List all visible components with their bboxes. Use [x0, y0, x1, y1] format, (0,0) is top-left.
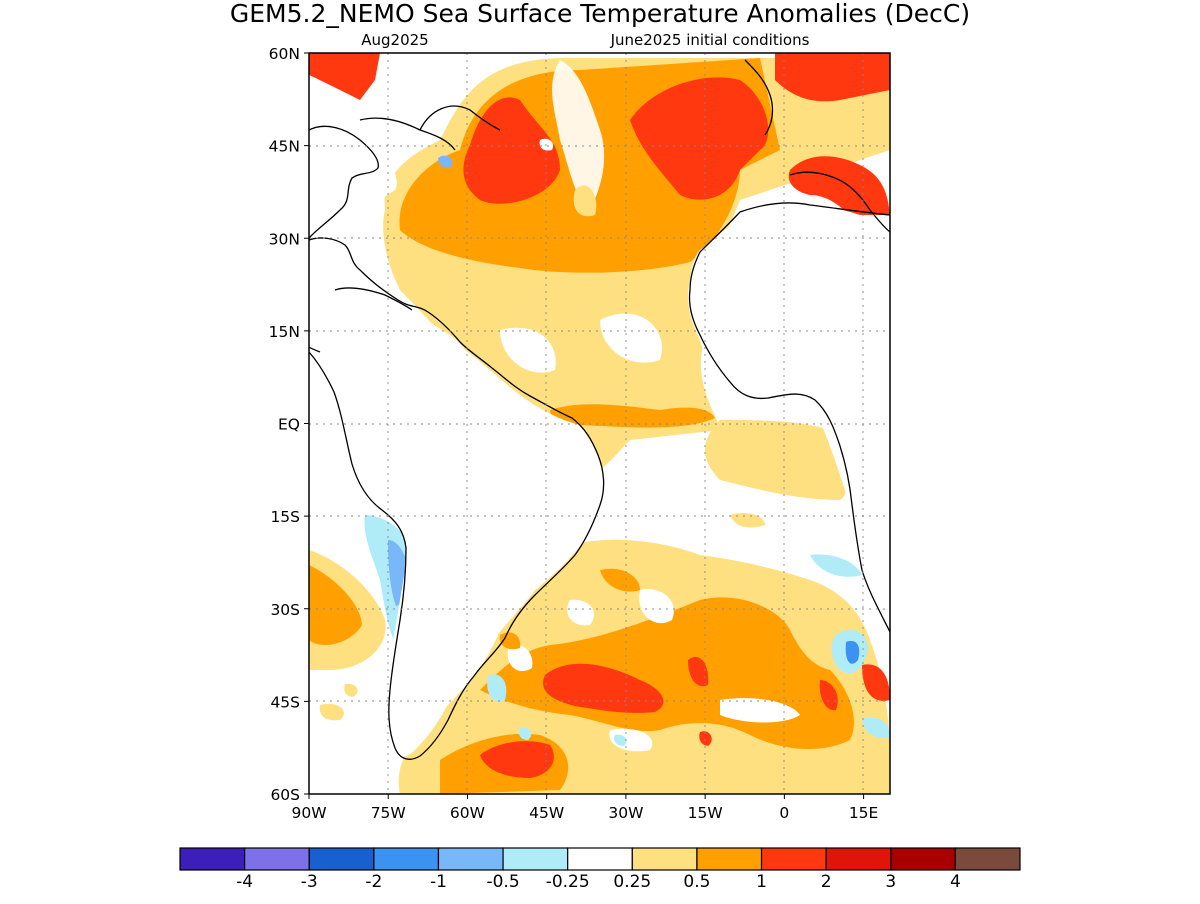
- lat-tick-label: 30S: [270, 601, 300, 619]
- colorbar-label: -4: [236, 872, 253, 892]
- colorbar-label: -0.25: [546, 872, 590, 892]
- lon-tick-label: 60W: [450, 804, 485, 822]
- lon-tick-label: 15W: [688, 804, 723, 822]
- lat-tick-label: EQ: [278, 416, 300, 434]
- colorbar-label: -0.5: [486, 872, 519, 892]
- lon-tick-label: 15E: [849, 804, 879, 822]
- nw-europe-anomaly: [775, 53, 890, 102]
- sst-anomaly-field: [309, 53, 890, 794]
- lat-tick-label: 60N: [269, 45, 300, 63]
- colorbar-label: 3: [885, 872, 896, 892]
- colorbar-swatch: [244, 847, 310, 871]
- lat-tick-label: 45S: [270, 693, 300, 711]
- colorbar-swatch: [760, 847, 827, 871]
- colorbar-label: -3: [301, 872, 318, 892]
- longitude-axis: 90W 75W 60W 45W 30W 15W 0 15E: [291, 794, 878, 822]
- lon-tick-label: 45W: [529, 804, 564, 822]
- colorbar-label: 1: [756, 872, 767, 892]
- colorbar-label: 0.5: [683, 872, 710, 892]
- figure-title: GEM5.2_NEMO Sea Surface Temperature Anom…: [230, 0, 970, 28]
- colorbar-swatch: [631, 847, 698, 871]
- colorbar-label: -1: [430, 872, 447, 892]
- colorbar-swatch: [890, 847, 956, 871]
- colorbar-label: 4: [950, 872, 961, 892]
- lon-tick-label: 90W: [291, 804, 326, 822]
- lat-tick-label: 45N: [269, 138, 300, 156]
- lon-tick-label: 30W: [608, 804, 643, 822]
- colorbar-label: -2: [365, 872, 382, 892]
- colorbar-swatch: [373, 847, 440, 871]
- colorbar-swatch: [825, 847, 892, 871]
- lat-tick-label: 60S: [270, 786, 300, 804]
- colorbar-swatch: [954, 847, 1021, 871]
- lon-tick-label: 0: [779, 804, 789, 822]
- coastlines: [309, 59, 890, 760]
- valid-month-label: Aug2025: [361, 31, 428, 49]
- colorbar-label: 0.25: [613, 872, 651, 892]
- initial-conditions-label: June2025 initial conditions: [610, 31, 810, 49]
- gulf-of-guinea-anomaly: [705, 420, 849, 500]
- latitude-axis: 60N 45N 30N 15N EQ 15S 30S 45S 60S: [269, 45, 309, 804]
- colorbar-swatch: [696, 847, 763, 871]
- lat-tick-label: 30N: [269, 230, 300, 248]
- southeast-pacific-anomaly: [309, 515, 412, 721]
- colorbar-swatch: [437, 847, 504, 871]
- lat-tick-label: 15S: [270, 508, 300, 526]
- labrador-anomaly: [309, 53, 380, 100]
- colorbar: -4 -3 -2 -1 -0.5 -0.25 0.25 0.5 1 2 3 4: [179, 847, 1021, 892]
- land-masses: [309, 53, 890, 757]
- graticule: [309, 53, 890, 794]
- colorbar-swatch: [567, 847, 633, 871]
- lat-tick-label: 15N: [269, 323, 300, 341]
- colorbar-swatch: [308, 847, 375, 871]
- colorbar-swatch: [502, 847, 569, 871]
- north-atlantic-anomaly: [309, 58, 890, 480]
- mediterranean-anomaly: [788, 156, 890, 225]
- lon-tick-label: 75W: [371, 804, 406, 822]
- colorbar-label: 2: [821, 872, 832, 892]
- colorbar-swatch: [179, 847, 246, 871]
